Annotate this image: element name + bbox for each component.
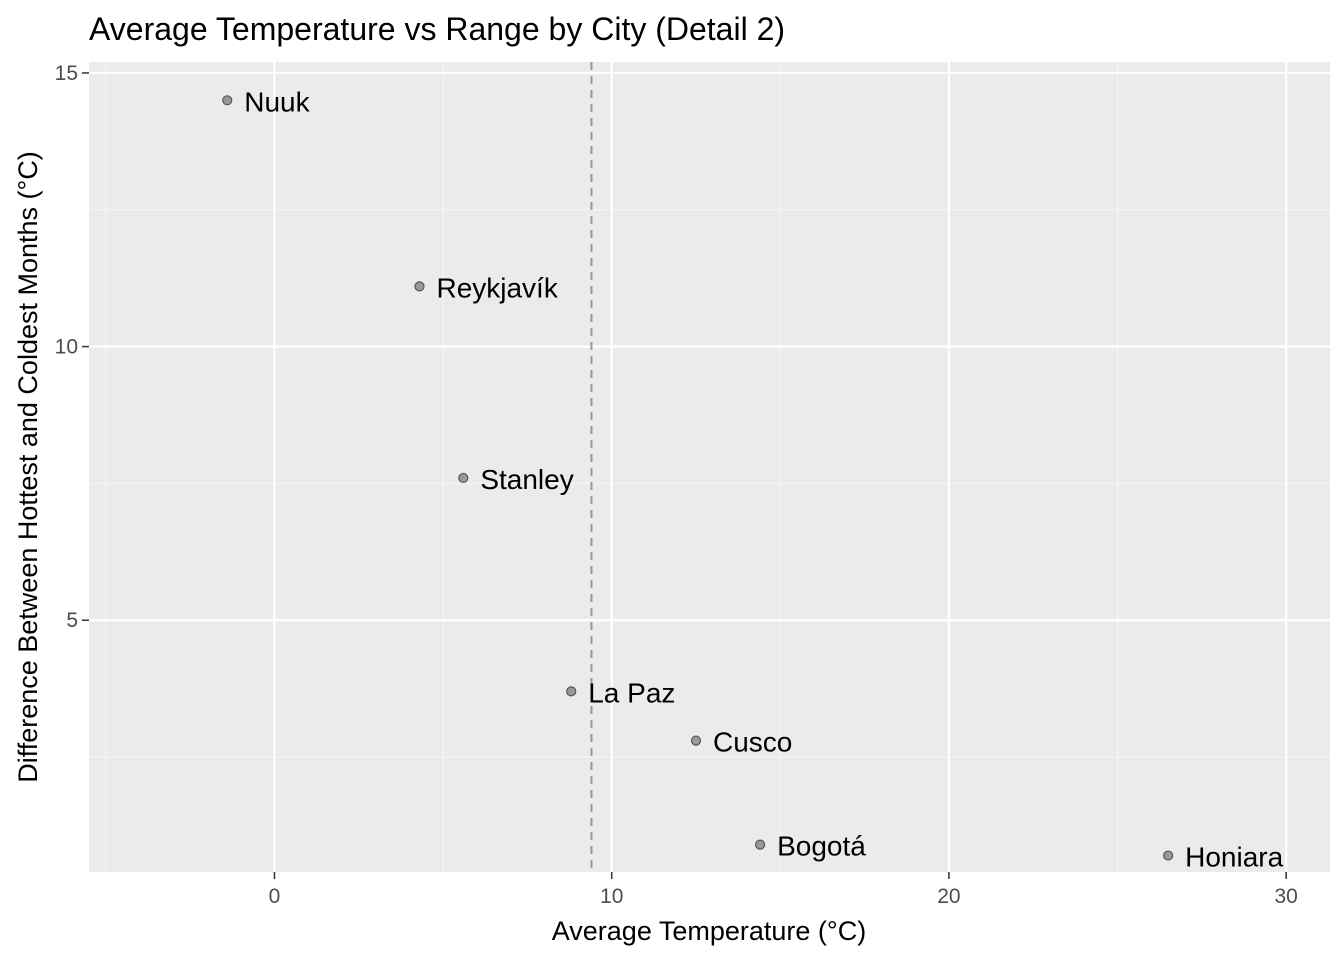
y-axis-title: Difference Between Hottest and Coldest M…	[13, 151, 43, 783]
x-axis-title: Average Temperature (°C)	[552, 916, 866, 946]
data-point	[754, 839, 766, 850]
data-point	[222, 95, 233, 106]
data-point-group: Stanley	[458, 464, 574, 495]
point-label: Reykjavík	[436, 272, 558, 303]
data-point-group: Reykjavík	[414, 272, 559, 303]
plot-panel	[89, 62, 1330, 872]
point-label: Stanley	[480, 464, 573, 495]
data-point-group: Bogotá	[754, 831, 866, 862]
data-point	[566, 686, 577, 697]
point-label: Bogotá	[777, 831, 866, 862]
point-label: Honiara	[1185, 842, 1283, 873]
data-point-group: Nuuk	[222, 86, 311, 117]
x-axis: 0 10 20 30	[269, 872, 1298, 908]
data-point-group: Cusco	[690, 727, 792, 758]
data-point	[414, 281, 425, 292]
data-points: Nuuk Reykjavík Stanley La Paz Cusco Bogotá Hon…	[222, 86, 1284, 873]
x-tick-label: 0	[269, 885, 281, 908]
y-tick-label: 15	[55, 62, 78, 85]
chart-title: Average Temperature vs Range by City (De…	[89, 11, 785, 47]
data-point	[458, 472, 469, 484]
x-tick-label: 10	[600, 885, 623, 908]
minor-gridlines	[89, 62, 1330, 872]
y-tick-label: 10	[55, 336, 78, 359]
y-tick-label: 5	[66, 609, 78, 632]
data-point-group: Honiara	[1163, 842, 1284, 873]
y-axis: 5 10 15	[55, 62, 89, 632]
point-label: Nuuk	[244, 86, 310, 117]
data-point	[690, 735, 702, 746]
point-label: Cusco	[713, 727, 792, 758]
major-gridlines	[89, 62, 1330, 872]
x-tick-label: 30	[1274, 885, 1297, 908]
point-label: La Paz	[588, 677, 675, 708]
data-point-group: La Paz	[566, 677, 675, 708]
x-tick-label: 20	[937, 885, 960, 908]
data-point	[1163, 850, 1174, 861]
